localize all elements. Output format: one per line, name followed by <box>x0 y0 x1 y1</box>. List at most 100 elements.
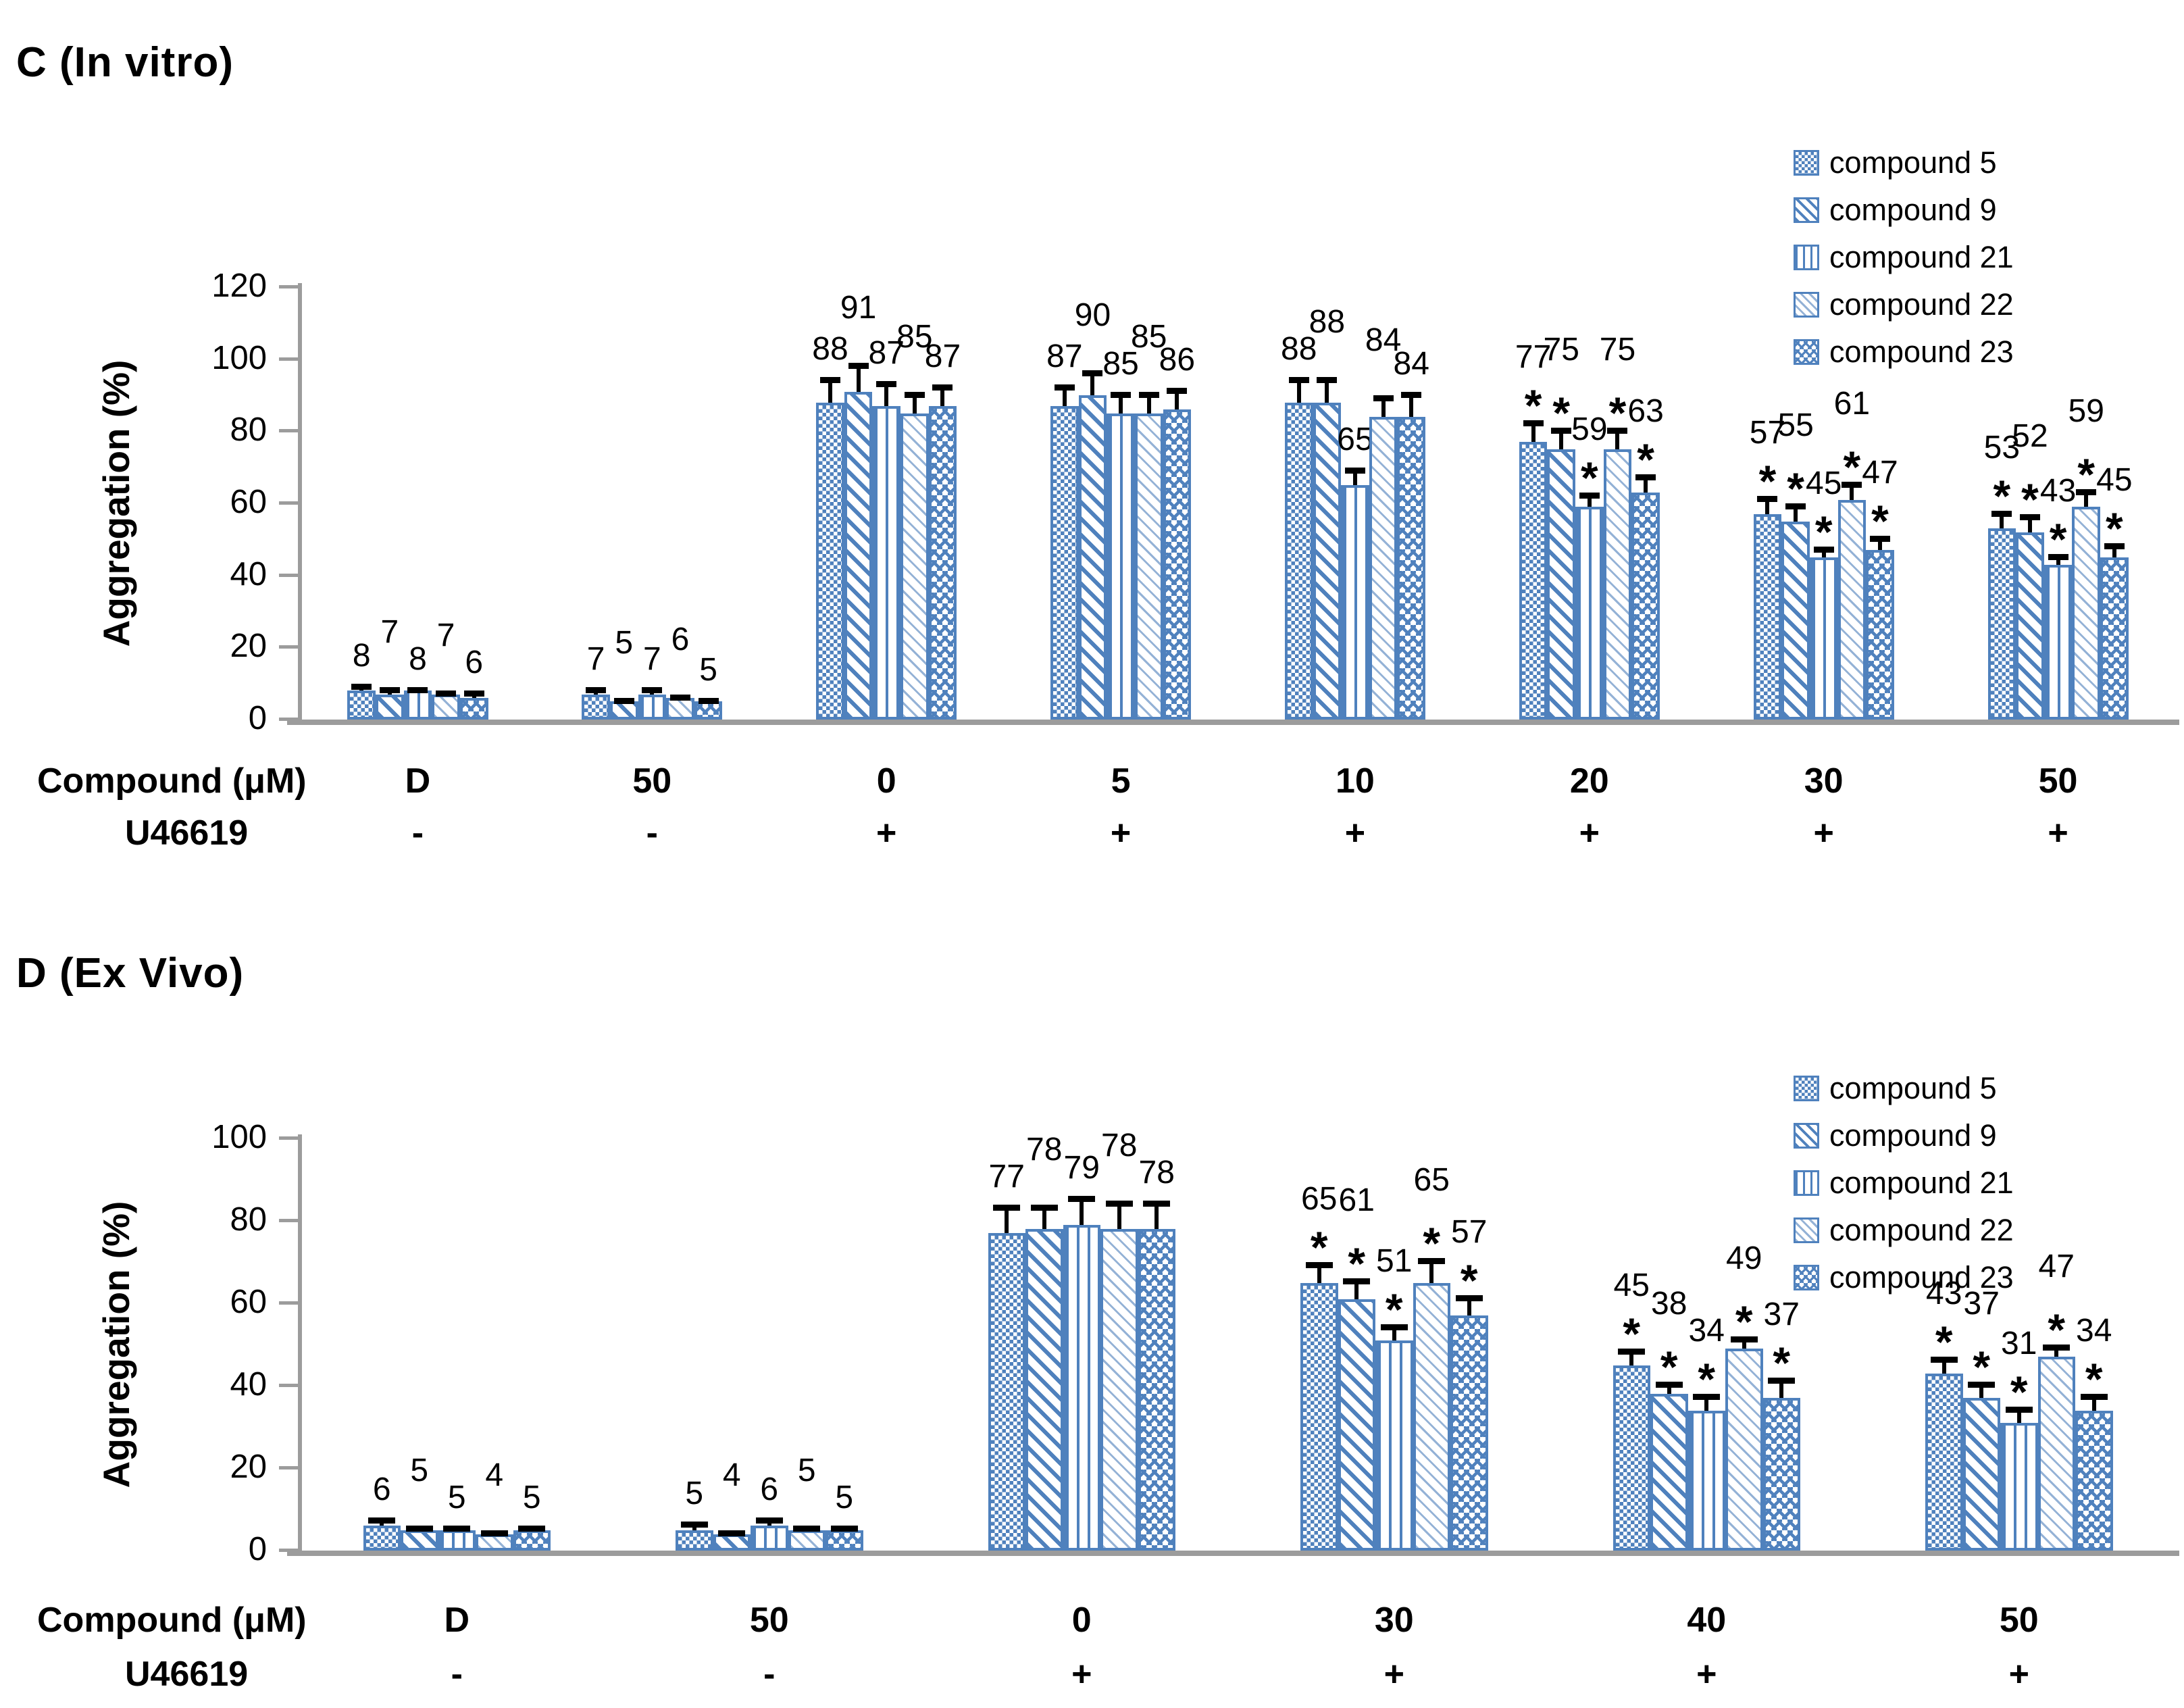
bar-value-label: 47 <box>2038 1249 2075 1284</box>
bar-slot: 5 <box>826 1138 863 1551</box>
bar-cluster: * 45 * 38 * 34 * 49 * 37 <box>1612 1138 1800 1551</box>
significance-star: * <box>2077 449 2096 499</box>
bar-slot: * 37 <box>1762 1138 1800 1551</box>
error-bar-cap <box>680 1522 708 1528</box>
error-bar <box>819 377 840 403</box>
bar-cluster: * 65 * 61 * 51 * 65 * 57 <box>1300 1138 1488 1551</box>
error-bar <box>904 391 925 413</box>
bar-slot: 4 <box>713 1138 751 1551</box>
error-bar-cap <box>1344 467 1365 474</box>
bar-compound-9 <box>1781 521 1810 720</box>
significance-star: * <box>2105 503 2123 553</box>
error-bar-cap <box>368 1517 396 1524</box>
error-bar-cap <box>1579 493 1600 499</box>
error-bar-stem <box>2027 514 2032 532</box>
error-bar-stem <box>1559 428 1564 449</box>
bar-group: 77 78 79 78 78 <box>925 1128 1238 1551</box>
bar-compound-9 <box>1547 449 1575 720</box>
error-bar <box>1869 536 1890 551</box>
error-bar-stem <box>1629 1349 1634 1365</box>
error-bar-cap <box>1618 1349 1646 1355</box>
bar-slot: 88 <box>812 287 848 720</box>
u46619-sign: + <box>876 813 897 853</box>
bar-slot: 5 <box>438 1138 476 1551</box>
bar-slot: 88 <box>1281 287 1317 720</box>
bar-compound-21 <box>1687 1410 1725 1551</box>
bar-value-label: 63 <box>1627 393 1664 430</box>
legend-label: compound 23 <box>1829 334 2014 369</box>
error-bar-cap <box>1968 1381 1996 1388</box>
bar-value-label: 86 <box>1159 342 1196 378</box>
u46619-row: - - + + + + <box>301 1654 2175 1694</box>
bar-value-label: 59 <box>2068 393 2104 429</box>
bar-slot: * 75 <box>1543 287 1579 720</box>
bar-value-label: 87 <box>1046 338 1083 374</box>
legend-item: compound 9 <box>1794 193 2014 227</box>
error-bar <box>1138 391 1159 413</box>
bar-compound-21 <box>1575 507 1604 720</box>
tick-mark <box>279 429 301 433</box>
bar-value-label: 75 <box>1543 332 1579 368</box>
error-bar-stem <box>1644 474 1648 493</box>
legend-item: compound 21 <box>1794 239 2014 274</box>
error-bar-stem <box>1354 1278 1359 1299</box>
bar-slot: * 43 <box>1925 1138 1963 1551</box>
bar-value-label: 78 <box>1138 1154 1175 1190</box>
error-bar-stem <box>1005 1204 1009 1234</box>
bar-slot: * 53 <box>1984 287 2020 720</box>
significance-star: * <box>1973 1341 1991 1392</box>
u46619-row: - - + + + + + + <box>301 813 2175 853</box>
error-bar-cap <box>1054 384 1075 391</box>
bar-slot: 8 <box>347 287 376 720</box>
bar-value-label: 59 <box>1571 411 1608 447</box>
u46619-sign: + <box>2048 813 2068 853</box>
significance-star: * <box>2049 513 2067 564</box>
bar-compound-9 <box>844 391 873 720</box>
error-bar-cap <box>436 690 457 697</box>
bar-compound-23 <box>1163 409 1192 720</box>
legend: compound 5 compound 9 compound 21 compound … <box>1794 145 2014 369</box>
tick-mark <box>279 357 301 361</box>
bar-slot: 87 <box>868 287 905 720</box>
bar-compound-23 <box>1138 1229 1175 1551</box>
bar-value-label: 8 <box>352 637 371 674</box>
x-category-label: 50 <box>749 1601 789 1640</box>
bar-value-label: 90 <box>1074 297 1111 333</box>
error-bar <box>1030 1204 1058 1230</box>
significance-star: * <box>1814 507 1833 557</box>
error-bar-stem <box>1765 496 1770 514</box>
error-bar-stem <box>1615 428 1620 449</box>
bar-value-label: 8 <box>409 641 427 677</box>
bar-slot: 5 <box>694 287 723 720</box>
error-bar-cap <box>2080 1394 2108 1401</box>
bar-compound-5 <box>363 1526 401 1551</box>
bar-value-label: 7 <box>586 641 605 677</box>
bar-compound-22 <box>1369 417 1398 720</box>
bar-value-label: 84 <box>1393 345 1429 382</box>
bar-value-label: 88 <box>1280 331 1317 368</box>
bar-value-label: 47 <box>1862 455 1898 491</box>
bar-slot: * 49 <box>1725 1138 1763 1551</box>
error-bar <box>463 690 484 698</box>
bar-compound-22 <box>2072 507 2100 720</box>
legend-swatch-diagonal-stripes-icon <box>1794 197 1819 223</box>
bar-compound-22 <box>432 694 460 720</box>
bar-compound-23 <box>928 406 957 720</box>
error-bar-cap <box>1635 474 1656 481</box>
bar-value-label: 5 <box>835 1480 854 1516</box>
bar-slot: * 47 <box>1862 287 1898 720</box>
bar-compound-22 <box>788 1530 826 1551</box>
significance-star: * <box>1460 1255 1478 1305</box>
significance-star: * <box>1758 456 1777 507</box>
legend-label: compound 21 <box>1829 239 2014 274</box>
bar-slot: 78 <box>1025 1132 1063 1551</box>
bar-slot: 5 <box>609 287 638 720</box>
error-bar-cap <box>1813 547 1834 553</box>
error-bar-cap <box>642 687 663 694</box>
bar-slot: 84 <box>1393 287 1429 720</box>
bar-cluster: * 53 * 52 * 43 * 59 * 45 <box>1984 287 2133 720</box>
error-bar-stem <box>1080 1196 1084 1226</box>
error-bar <box>1579 493 1600 507</box>
error-bar-cap <box>1068 1196 1096 1203</box>
